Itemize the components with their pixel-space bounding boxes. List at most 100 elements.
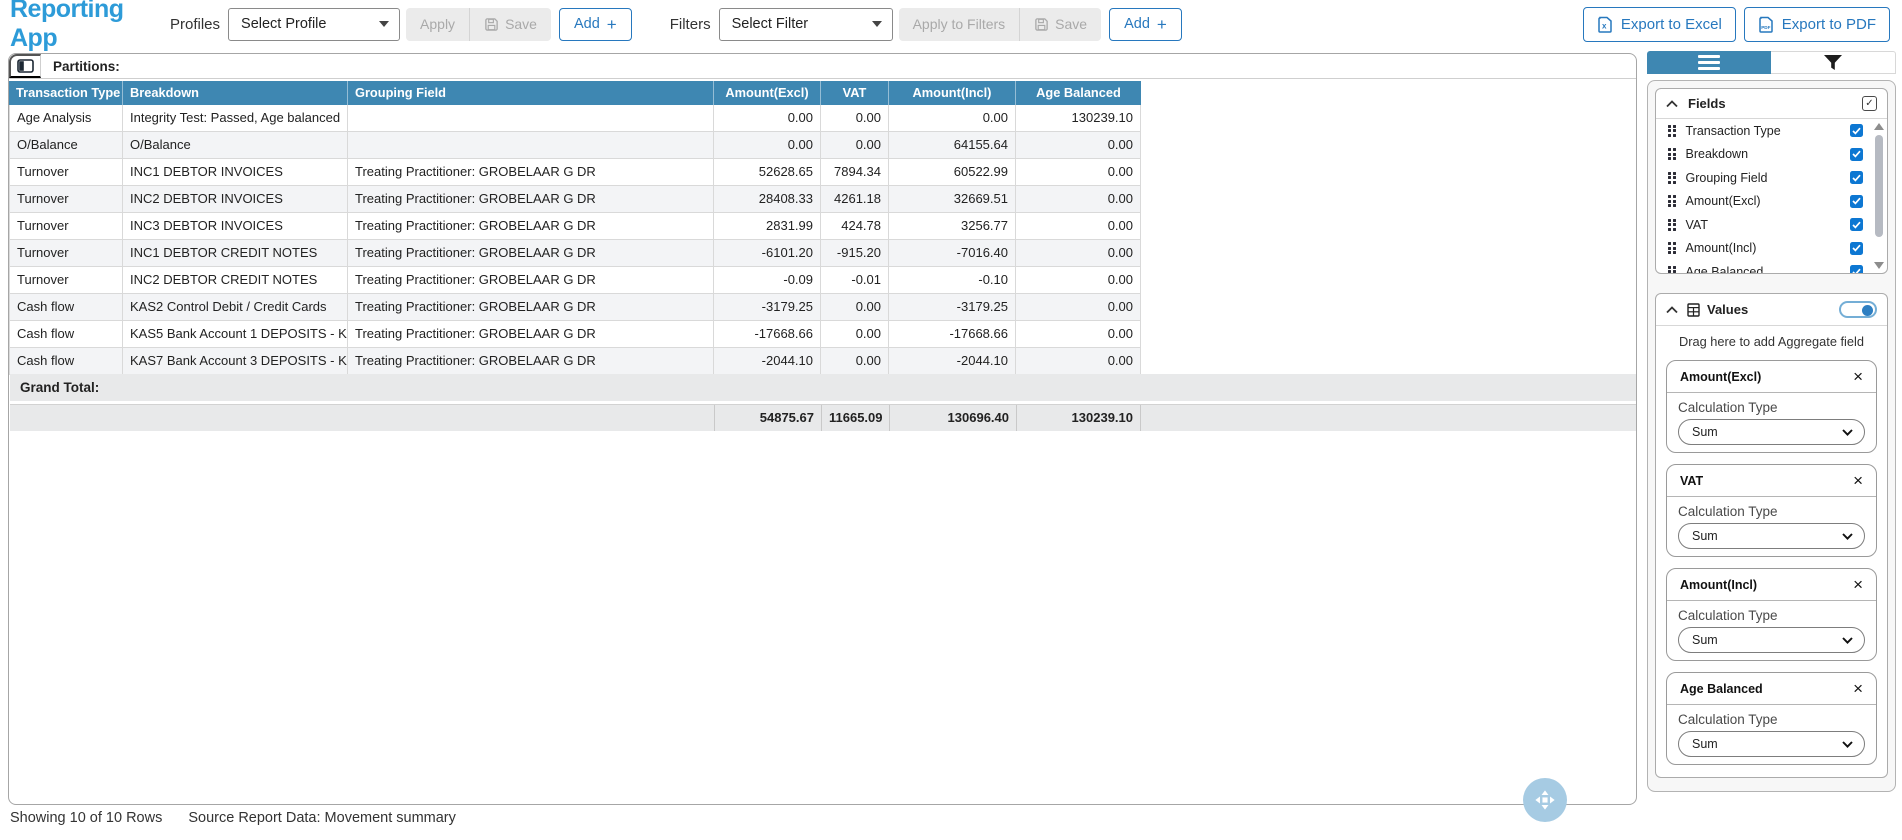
aggregate-card-title: Age Balanced: [1680, 681, 1763, 696]
grand-total-spacer: [10, 405, 714, 431]
partitions-bar: Partitions:: [9, 54, 1636, 79]
values-panel-title: Values: [1707, 302, 1749, 317]
chevron-up-icon[interactable]: [1666, 99, 1678, 108]
drag-handle-icon[interactable]: [1668, 171, 1676, 184]
drag-handle-icon[interactable]: [1668, 265, 1676, 273]
export-to-excel-button[interactable]: x Export to Excel: [1582, 6, 1736, 42]
column-header[interactable]: Grouping Field: [348, 81, 714, 105]
fields-panel-title: Fields: [1688, 96, 1726, 111]
table-cell: 130239.10: [1016, 105, 1141, 132]
aggregate-card-header: VAT ×: [1667, 465, 1876, 497]
drag-handle-icon[interactable]: [1668, 218, 1676, 231]
plus-icon: +: [1156, 14, 1167, 34]
drag-handle-icon[interactable]: [1668, 195, 1676, 208]
table-row: Turnover INC2 DEBTOR INVOICES Treating P…: [9, 186, 1141, 213]
table-cell: 0.00: [821, 132, 889, 159]
column-header[interactable]: Age Balanced: [1016, 81, 1141, 105]
scrollbar-thumb[interactable]: [1875, 135, 1883, 237]
table-cell: -3179.25: [889, 294, 1016, 321]
calculation-type-select[interactable]: Sum: [1678, 419, 1865, 445]
column-header[interactable]: Breakdown: [123, 81, 348, 105]
filters-save-button[interactable]: Save: [1020, 8, 1101, 41]
chevron-down-icon: [1842, 532, 1853, 540]
calculation-type-select[interactable]: Sum: [1678, 523, 1865, 549]
column-header[interactable]: Amount(Incl): [889, 81, 1016, 105]
profile-select[interactable]: Select Profile: [228, 7, 401, 41]
table-cell: Treating Practitioner: GROBELAAR G DR: [348, 294, 714, 321]
grand-total-values-row: 54875.67 11665.09 130696.40 130239.10: [10, 404, 1636, 431]
table-row: Cash flow KAS5 Bank Account 1 DEPOSITS -…: [9, 321, 1141, 348]
table-cell: 424.78: [821, 213, 889, 240]
tab-filter[interactable]: [1771, 51, 1896, 74]
field-checkbox[interactable]: [1850, 171, 1863, 185]
profiles-apply-button[interactable]: Apply: [406, 8, 469, 41]
close-icon[interactable]: ×: [1853, 679, 1863, 698]
table-cell: 32669.51: [889, 186, 1016, 213]
profiles-save-button[interactable]: Save: [470, 8, 551, 41]
table-cell: Treating Practitioner: GROBELAAR G DR: [348, 321, 714, 348]
export-to-pdf-button[interactable]: PDF Export to PDF: [1743, 6, 1890, 42]
svg-text:x: x: [1602, 21, 1607, 30]
check-icon: [1852, 244, 1861, 252]
button-divider: [469, 7, 471, 41]
profile-select-value: Select Profile: [241, 16, 327, 32]
table-body: Age Analysis Integrity Test: Passed, Age…: [9, 105, 1141, 375]
field-checkbox[interactable]: [1850, 124, 1863, 138]
chevron-down-icon: [1842, 428, 1853, 436]
tab-fields-menu[interactable]: [1647, 51, 1771, 74]
field-checkbox[interactable]: [1850, 147, 1863, 161]
close-icon[interactable]: ×: [1853, 471, 1863, 490]
table-row: Turnover INC3 DEBTOR INVOICES Treating P…: [9, 213, 1141, 240]
table-cell: -915.20: [821, 240, 889, 267]
expand-move-button[interactable]: [1523, 778, 1567, 822]
calculation-type-select[interactable]: Sum: [1678, 731, 1865, 757]
field-checkbox[interactable]: [1850, 194, 1863, 208]
field-item: VAT: [1656, 213, 1887, 237]
column-header[interactable]: Transaction Type: [9, 81, 123, 105]
field-item: Amount(Incl): [1656, 237, 1887, 261]
filters-add-button[interactable]: Add +: [1109, 7, 1182, 41]
close-icon[interactable]: ×: [1853, 367, 1863, 386]
column-header[interactable]: Amount(Excl): [714, 81, 821, 105]
table-row: Age Analysis Integrity Test: Passed, Age…: [9, 105, 1141, 132]
drag-handle-icon[interactable]: [1668, 242, 1676, 255]
calculation-type-select[interactable]: Sum: [1678, 627, 1865, 653]
filter-select[interactable]: Select Filter: [718, 7, 893, 41]
table-cell: Treating Practitioner: GROBELAAR G DR: [348, 267, 714, 294]
table-cell: 64155.64: [889, 132, 1016, 159]
export-block: x Export to Excel PDF Export to PDF: [1582, 6, 1892, 42]
close-icon[interactable]: ×: [1853, 575, 1863, 594]
field-checkbox[interactable]: [1850, 265, 1863, 273]
check-icon: [1852, 221, 1861, 229]
partition-columns-icon: [17, 59, 34, 73]
drag-handle-icon[interactable]: [1668, 148, 1676, 161]
field-checkbox[interactable]: [1850, 218, 1863, 232]
aggregate-card-title: VAT: [1680, 473, 1704, 488]
scroll-down-arrow-icon[interactable]: [1874, 262, 1884, 269]
export-to-pdf-label: Export to PDF: [1781, 15, 1876, 33]
table-cell: INC2 DEBTOR CREDIT NOTES: [123, 267, 348, 294]
table-cell: Turnover: [9, 240, 123, 267]
profiles-add-button[interactable]: Add +: [558, 7, 632, 41]
table-header-row: Transaction Type Breakdown Grouping Fiel…: [9, 81, 1141, 105]
drag-handle-icon[interactable]: [1668, 124, 1676, 137]
filters-save-label: Save: [1055, 16, 1088, 32]
fields-scrollbar[interactable]: [1873, 121, 1885, 271]
values-toggle[interactable]: [1839, 301, 1877, 318]
filters-apply-button[interactable]: Apply to Filters: [899, 8, 1020, 41]
partitions-toggle-button[interactable]: [9, 54, 41, 78]
column-header[interactable]: VAT: [821, 81, 889, 105]
chevron-up-icon[interactable]: [1666, 305, 1678, 314]
table-cell: 0.00: [1016, 348, 1141, 375]
field-item: Amount(Excl): [1656, 190, 1887, 214]
save-icon: [485, 17, 498, 31]
select-all-checkbox[interactable]: ✓: [1862, 96, 1877, 111]
table-cell: INC1 DEBTOR CREDIT NOTES: [123, 240, 348, 267]
table-cell: Turnover: [9, 267, 123, 294]
table-cell: -0.10: [889, 267, 1016, 294]
field-checkbox[interactable]: [1850, 241, 1863, 255]
scroll-up-arrow-icon[interactable]: [1874, 123, 1884, 130]
field-item: Grouping Field: [1656, 166, 1887, 190]
table-row: Turnover INC2 DEBTOR CREDIT NOTES Treati…: [9, 267, 1141, 294]
table-cell: Cash flow: [9, 294, 123, 321]
